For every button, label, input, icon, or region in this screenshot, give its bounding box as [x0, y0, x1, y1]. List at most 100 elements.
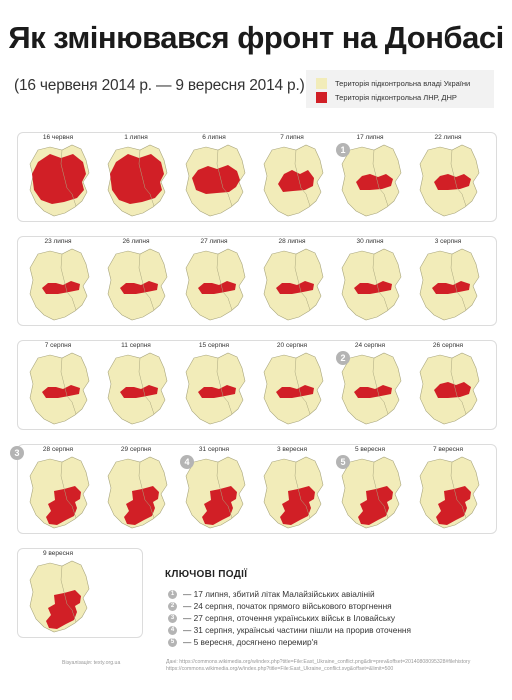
key-event-text: — 27 серпня, оточення українських військ…	[183, 613, 396, 623]
oblast-border	[138, 149, 155, 207]
map-cell: 28 серпня	[22, 446, 94, 532]
separatist-controlled-area	[198, 385, 236, 398]
map-cell: 1 липня	[100, 134, 172, 220]
map-cell: 22 липня	[412, 134, 484, 220]
region-map	[107, 248, 168, 321]
map-date-label: 11 серпня	[121, 342, 151, 349]
oblast-border	[216, 357, 233, 415]
map-date-label: 7 вересня	[432, 446, 463, 453]
region-map	[341, 144, 402, 217]
map-cell: 26 липня	[100, 238, 172, 324]
map-date-label: 29 серпня	[120, 446, 152, 453]
map-date-label: 3 вересня	[276, 446, 307, 453]
credit: Візуалізація: texty.org.ua	[62, 660, 121, 666]
oblast-border	[138, 357, 155, 415]
key-event-item: 4 — 31 серпня, українські частини пішли н…	[168, 625, 411, 635]
map-cell: 17 липня 1	[334, 134, 406, 220]
oblast-border	[450, 149, 467, 207]
separatist-controlled-area	[278, 170, 314, 192]
separatist-controlled-area	[202, 486, 237, 525]
region-map	[185, 248, 246, 321]
region-map	[341, 352, 402, 425]
map-date-label: 26 липня	[122, 238, 150, 245]
key-event-item: 5 — 5 вересня, досягнено перемир'я	[168, 637, 318, 647]
key-event-item: 2 — 24 серпня, початок прямого військовог…	[168, 601, 392, 611]
separatist-controlled-area	[42, 385, 80, 398]
separatist-controlled-area	[276, 281, 314, 294]
key-event-text: — 31 серпня, українські частини пішли на…	[183, 625, 411, 635]
map-date-label: 30 липня	[356, 238, 384, 245]
oblast-border	[60, 149, 77, 207]
oblast-border	[138, 461, 155, 519]
map-cell: 15 серпня	[178, 342, 250, 428]
oblast-border	[294, 149, 311, 207]
separatist-controlled-area	[120, 385, 158, 398]
region-map	[29, 248, 90, 321]
region-map	[29, 144, 90, 217]
key-event-number: 5	[168, 637, 177, 647]
region-map	[341, 248, 402, 321]
map-cell: 3 серпня	[412, 238, 484, 324]
map-cell: 5 вересня 5	[334, 446, 406, 532]
separatist-controlled-area	[198, 281, 236, 294]
map-date-label: 1 липня	[124, 134, 148, 141]
oblast-border	[450, 461, 467, 519]
legend-item-separatist: Територія підконтрольна ЛНР, ДНР	[316, 91, 457, 103]
map-row-4	[17, 444, 497, 534]
region-map	[419, 352, 480, 425]
region-map	[263, 352, 324, 425]
map-cell: 28 липня	[256, 238, 328, 324]
separatist-controlled-area	[32, 154, 86, 204]
map-date-label: 31 серпня	[198, 446, 230, 453]
map-date-label: 20 серпня	[276, 342, 308, 349]
legend-label-ukraine: Територія підконтрольна владі України	[335, 78, 471, 88]
event-marker-badge: 5	[336, 455, 350, 469]
separatist-controlled-area	[276, 385, 314, 398]
map-date-label: 6 липня	[202, 134, 226, 141]
oblast-border	[372, 461, 389, 519]
separatist-controlled-area	[354, 281, 392, 294]
map-cell: 24 серпня 2	[334, 342, 406, 428]
map-cell: 7 серпня	[22, 342, 94, 428]
region-map	[341, 456, 402, 529]
key-event-number: 1	[168, 589, 177, 599]
map-cell: 31 серпня 4	[178, 446, 250, 532]
oblast-border	[216, 149, 233, 207]
event-marker-badge: 3	[10, 446, 24, 460]
map-cell: 16 червня	[22, 134, 94, 220]
separatist-controlled-area	[110, 154, 164, 204]
region-map	[419, 248, 480, 321]
page-title: Як змінювався фронт на Донбасі	[8, 20, 504, 55]
oblast-border	[216, 461, 233, 519]
region-map	[185, 352, 246, 425]
map-date-label: 28 липня	[278, 238, 306, 245]
map-date-label: 7 серпня	[44, 342, 72, 349]
region-map	[263, 248, 324, 321]
map-row-1	[17, 132, 497, 222]
oblast-border	[138, 253, 155, 311]
map-cell: 7 вересня	[412, 446, 484, 532]
key-events-title: КЛЮЧОВІ ПОДІЇ	[165, 569, 248, 580]
map-date-label: 28 серпня	[42, 446, 74, 453]
oblast-border	[216, 253, 233, 311]
separatist-controlled-area	[280, 486, 315, 525]
map-date-label: 17 липня	[356, 134, 384, 141]
separatist-controlled-area	[124, 486, 159, 525]
separatist-controlled-area	[432, 281, 470, 294]
map-date-label: 9 вересня	[42, 550, 73, 557]
separatist-controlled-area	[46, 590, 81, 629]
key-event-number: 4	[168, 625, 177, 635]
map-date-label: 7 липня	[280, 134, 304, 141]
separatist-controlled-area	[42, 281, 80, 294]
oblast-border	[60, 357, 77, 415]
map-date-label: 5 вересня	[354, 446, 385, 453]
separatist-controlled-area	[46, 486, 81, 525]
map-cell: 30 липня	[334, 238, 406, 324]
key-event-text: — 5 вересня, досягнено перемир'я	[183, 637, 318, 647]
region-map	[107, 352, 168, 425]
key-event-number: 3	[168, 613, 177, 623]
oblast-border	[60, 253, 77, 311]
source-line-1: Дані: https://commons.wikimedia.org/w/in…	[166, 659, 471, 665]
separatist-controlled-area	[434, 382, 471, 398]
oblast-border	[294, 461, 311, 519]
